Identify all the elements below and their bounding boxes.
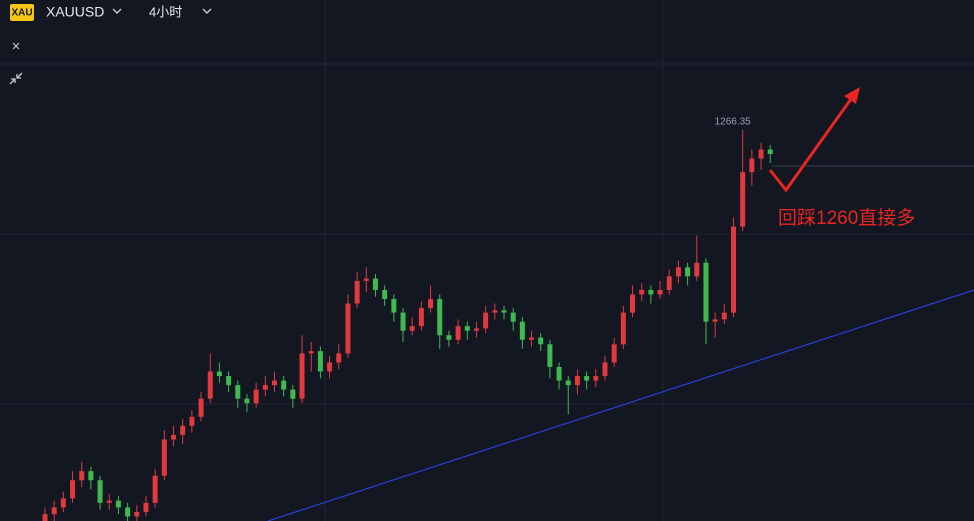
candles	[42, 129, 773, 521]
candle-body	[262, 385, 268, 390]
trend-line	[267, 289, 974, 521]
candle-body	[171, 434, 177, 440]
candle-body	[345, 303, 351, 354]
candle-body	[161, 439, 167, 476]
candle-body	[648, 289, 654, 295]
close-button[interactable]: ×	[12, 38, 21, 55]
candle-body	[42, 514, 48, 521]
symbol[interactable]: XAUUSD	[46, 4, 104, 20]
candle-body	[97, 480, 103, 503]
candle-body	[207, 371, 213, 399]
candle-body	[703, 262, 709, 322]
candle-body	[510, 312, 516, 322]
candle-body	[767, 149, 773, 155]
candle-body	[79, 471, 85, 481]
collapse-icon[interactable]	[9, 72, 23, 85]
candle-body	[281, 380, 287, 390]
candle-body	[639, 289, 645, 295]
candle-body	[134, 511, 140, 517]
candle-body	[547, 344, 553, 367]
candle-body	[51, 507, 57, 515]
candle-body	[464, 326, 470, 331]
candle-body	[299, 353, 305, 399]
badge-text: XAU	[11, 8, 32, 19]
candle-body	[529, 337, 535, 340]
candle-body	[574, 376, 580, 386]
high-label: 1266.35	[715, 116, 752, 127]
candle-body	[731, 226, 736, 313]
candle-body	[308, 351, 314, 354]
interval-chevron[interactable]	[202, 8, 212, 14]
candle-body	[675, 267, 681, 277]
candle-body	[235, 385, 241, 399]
candle-body	[501, 310, 507, 313]
candle-body	[70, 480, 76, 499]
candle-body	[657, 289, 663, 295]
candle-body	[317, 351, 323, 372]
candle-body	[88, 471, 94, 481]
candle-body	[244, 398, 250, 404]
candle-body	[363, 278, 369, 281]
candle-body	[382, 289, 388, 300]
candle-body	[740, 172, 746, 227]
candle-body	[620, 312, 626, 345]
candle-body	[694, 262, 700, 277]
candle-body	[685, 267, 691, 277]
candle-body	[538, 337, 544, 345]
candle-body	[125, 507, 131, 517]
arrow-head	[844, 87, 860, 104]
candle-body	[721, 312, 727, 320]
candle-body	[327, 362, 333, 372]
candle-body	[565, 380, 571, 386]
candle-body	[584, 376, 590, 381]
arrow	[768, 91, 858, 193]
candle-body	[602, 362, 608, 377]
candle-body	[391, 299, 397, 313]
candle-body	[372, 278, 378, 290]
candle-body	[630, 294, 636, 313]
candle-body	[611, 344, 617, 363]
candle-body	[60, 498, 66, 508]
candle-body	[115, 500, 121, 508]
candle-body	[400, 312, 406, 331]
candle-body	[189, 416, 195, 426]
candle-body	[556, 366, 562, 381]
candle-body	[226, 376, 232, 386]
candle-body	[272, 380, 277, 386]
candle-body	[758, 149, 764, 159]
candle-body	[666, 276, 672, 290]
candle-body	[418, 308, 424, 327]
interval[interactable]: 4小时	[149, 4, 182, 19]
candle-body	[519, 321, 525, 340]
candle-body	[106, 500, 112, 503]
symbol-badge	[10, 4, 34, 21]
candle-body	[143, 502, 149, 512]
candle-body	[428, 299, 434, 309]
candle-body	[409, 326, 415, 331]
candle-body	[253, 389, 259, 404]
candle-body	[437, 299, 443, 336]
symbol-chevron[interactable]	[112, 8, 122, 14]
candle-body	[336, 353, 342, 363]
candle-body	[712, 319, 718, 322]
candle-body	[473, 328, 479, 331]
candle-body	[180, 425, 186, 435]
candle-body	[483, 312, 489, 329]
candle-body	[354, 280, 360, 304]
candle-body	[749, 158, 755, 173]
candle-body	[290, 389, 296, 399]
candle-body	[152, 475, 158, 503]
candle-body	[492, 310, 498, 313]
candle-body	[446, 335, 452, 340]
candle-body	[593, 376, 599, 381]
candle-body	[216, 371, 222, 377]
candle-body	[198, 398, 204, 417]
annotation: 回踩1260直接多	[778, 207, 915, 229]
candle-body	[455, 326, 461, 340]
